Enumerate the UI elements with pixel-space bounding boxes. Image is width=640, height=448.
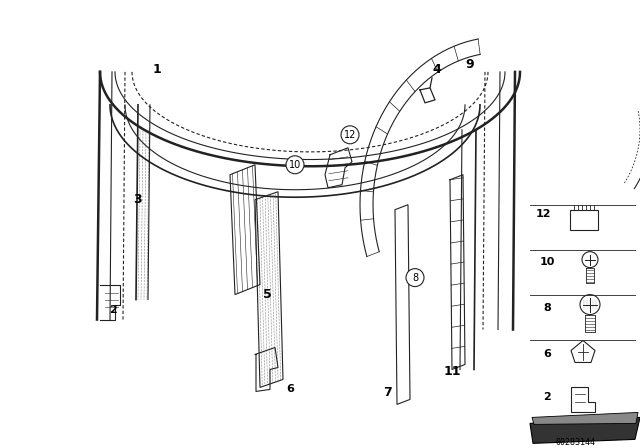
Text: 10: 10 [540, 257, 555, 267]
Text: 12: 12 [535, 209, 551, 219]
Circle shape [341, 126, 359, 144]
Text: 6: 6 [543, 349, 551, 359]
Circle shape [286, 156, 304, 174]
Polygon shape [532, 413, 638, 424]
Text: 2: 2 [109, 305, 117, 314]
Text: 10: 10 [289, 160, 301, 170]
Text: 6: 6 [286, 384, 294, 394]
Text: 7: 7 [383, 386, 392, 399]
Text: 5: 5 [262, 288, 271, 301]
Text: 3: 3 [132, 193, 141, 206]
Text: 00283144: 00283144 [555, 438, 595, 447]
Text: 11: 11 [444, 365, 461, 378]
Text: 8: 8 [543, 302, 551, 313]
Text: 9: 9 [466, 58, 474, 71]
Polygon shape [530, 418, 640, 444]
Text: 12: 12 [344, 130, 356, 140]
Text: 4: 4 [433, 64, 442, 77]
Text: 2: 2 [543, 392, 551, 402]
Circle shape [406, 269, 424, 287]
Text: 1: 1 [152, 64, 161, 77]
Text: 8: 8 [412, 272, 418, 283]
